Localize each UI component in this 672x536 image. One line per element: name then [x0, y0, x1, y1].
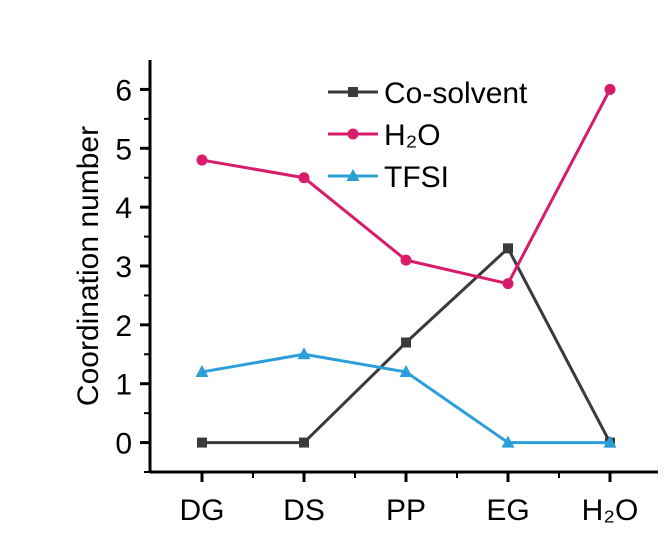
- y-axis-title: Coordination number: [72, 126, 105, 406]
- data-point: [297, 347, 311, 360]
- legend-marker: [347, 128, 359, 140]
- y-tick-label: 0: [115, 428, 132, 461]
- data-point: [501, 435, 515, 448]
- y-tick-label: 4: [115, 192, 132, 225]
- data-point: [195, 364, 209, 377]
- x-tick-label: DG: [180, 494, 225, 527]
- y-ticks: 0 1 2 3 4 5 6: [115, 74, 150, 473]
- x-tick-label: PP: [386, 494, 426, 527]
- data-point: [603, 435, 617, 448]
- series-layer: [195, 83, 617, 448]
- series-0: [197, 243, 615, 448]
- data-point: [503, 243, 513, 254]
- legend-marker: [348, 87, 358, 97]
- legend: Co-solvent H₂O TFSI: [328, 77, 528, 194]
- legend-label: H₂O: [384, 119, 441, 152]
- x-tick-label: H₂O: [582, 494, 639, 527]
- y-tick-label: 5: [115, 133, 132, 166]
- x-tick-label: DS: [283, 494, 325, 527]
- data-point: [298, 172, 310, 184]
- series-2: [195, 347, 617, 448]
- data-point: [400, 254, 412, 266]
- y-tick-label: 2: [115, 310, 132, 343]
- data-point: [299, 437, 309, 448]
- x-ticks: DG DS PP EG H₂O: [180, 472, 639, 527]
- data-point: [401, 337, 411, 348]
- data-point: [399, 364, 413, 377]
- y-tick-label: 1: [115, 369, 132, 402]
- data-point: [196, 154, 208, 166]
- y-tick-label: 3: [115, 251, 132, 284]
- series-1: [196, 83, 616, 290]
- data-point: [197, 437, 207, 448]
- data-point: [604, 83, 616, 95]
- legend-label: Co-solvent: [384, 77, 528, 110]
- y-tick-label: 6: [115, 74, 132, 107]
- x-tick-label: EG: [486, 494, 529, 527]
- legend-marker: [346, 169, 360, 181]
- legend-label: TFSI: [384, 161, 449, 194]
- data-point: [502, 278, 514, 290]
